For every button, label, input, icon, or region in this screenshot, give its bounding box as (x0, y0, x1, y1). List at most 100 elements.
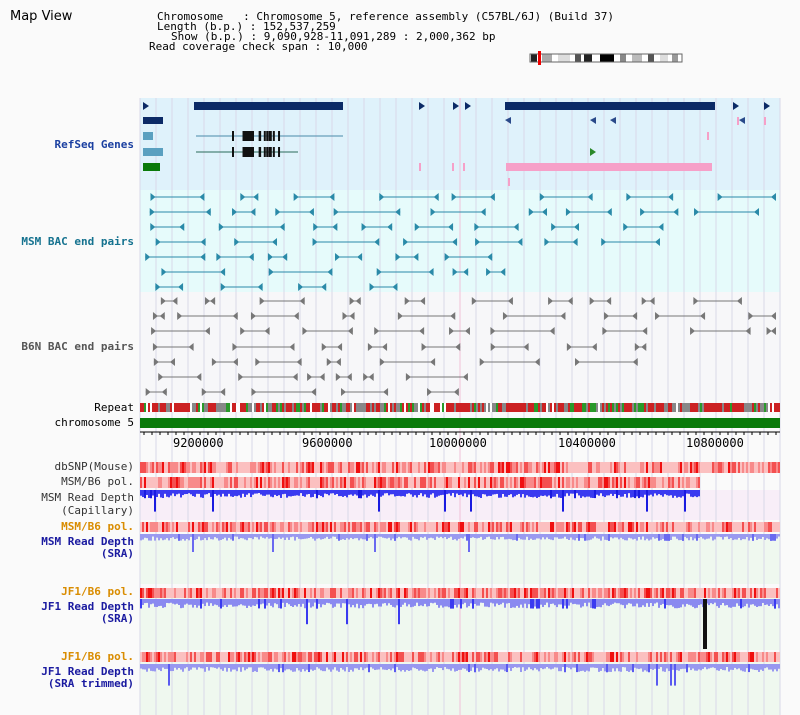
depth-bar (426, 599, 428, 607)
depth-bar (198, 490, 200, 494)
depth-bar (576, 534, 578, 538)
heat-cell (600, 652, 602, 662)
depth-bar (586, 490, 588, 497)
depth-bar (764, 664, 766, 669)
repeat-block (436, 403, 438, 412)
depth-bar (500, 664, 502, 670)
heat-cell (366, 477, 368, 488)
heat-cell (504, 522, 506, 532)
repeat-block (196, 403, 198, 412)
repeat-block (770, 403, 772, 412)
heat-cell (158, 652, 160, 662)
track-label-chromosome[interactable]: chromosome 5 (54, 416, 134, 429)
depth-bar (552, 490, 554, 497)
heat-cell (486, 462, 488, 473)
depth-bar (434, 534, 436, 540)
depth-bar (482, 599, 484, 603)
heat-cell (362, 522, 364, 532)
repeat-block (430, 403, 432, 412)
heat-cell (470, 477, 472, 488)
depth-bar (688, 490, 690, 494)
heat-cell (466, 588, 468, 598)
heat-cell (168, 462, 170, 473)
heat-cell (328, 462, 330, 473)
depth-bar (276, 599, 278, 605)
heat-cell (444, 522, 446, 532)
heat-cell (730, 652, 732, 662)
repeat-block (568, 403, 570, 412)
track-label-msm-depth-sra[interactable]: MSM Read Depth (41, 535, 134, 548)
track-label-msm-b6-pol[interactable]: MSM/B6 pol. (61, 475, 134, 488)
heat-cell (484, 522, 486, 532)
heat-cell (288, 588, 290, 598)
track-label-jf1-depth-trim[interactable]: JF1 Read Depth (41, 665, 134, 678)
depth-bar (248, 599, 250, 606)
heat-cell (320, 652, 322, 662)
depth-bar (568, 490, 570, 496)
heat-cell (618, 588, 620, 598)
heat-cell (762, 522, 764, 532)
heat-cell (230, 652, 232, 662)
repeat-block (408, 403, 410, 412)
track-label-jf1-b6-pol[interactable]: JF1/B6 pol. (61, 585, 134, 598)
track-label-repeat[interactable]: Repeat (94, 401, 134, 414)
heat-cell (540, 477, 542, 488)
depth-bar (412, 664, 414, 668)
heat-cell (534, 462, 536, 473)
track-label-refseq[interactable]: RefSeq Genes (54, 138, 134, 151)
repeat-block (184, 403, 186, 412)
heat-cell (452, 462, 454, 473)
depth-bar (434, 599, 436, 603)
heat-cell (182, 588, 184, 598)
depth-bar (552, 599, 554, 604)
heat-cell (516, 522, 518, 532)
depth-bar (236, 599, 238, 607)
heat-cell (478, 652, 480, 662)
depth-bar (194, 599, 196, 605)
heat-cell (442, 588, 444, 598)
depth-bar (444, 664, 446, 668)
heat-cell (736, 462, 738, 473)
track-label-jf1-depth-sra[interactable]: JF1 Read Depth (41, 600, 134, 613)
heat-cell (482, 652, 484, 662)
depth-bar (220, 664, 222, 670)
track-label-msm-b6-pol-2[interactable]: MSM/B6 pol. (61, 520, 134, 533)
track-label-dbsnp[interactable]: dbSNP(Mouse) (54, 460, 134, 473)
track-label-msm-depth-cap[interactable]: MSM Read Depth (41, 491, 134, 504)
track-label-msm-bac[interactable]: MSM BAC end pairs (21, 235, 134, 248)
heat-cell (722, 462, 724, 473)
heat-cell (438, 462, 440, 473)
gene-exon (259, 147, 262, 157)
depth-bar (676, 490, 678, 498)
repeat-block (772, 403, 774, 412)
depth-bar (172, 534, 174, 538)
heat-cell (740, 652, 742, 662)
heat-cell (258, 477, 260, 488)
depth-bar (244, 490, 246, 497)
heat-cell (778, 588, 780, 598)
track-label-b6n-bac[interactable]: B6N BAC end pairs (21, 340, 134, 353)
bac-end-marker (413, 253, 419, 261)
gene-arrow (590, 117, 596, 124)
repeat-block (300, 403, 302, 412)
heat-cell (624, 588, 626, 598)
heat-cell (454, 477, 456, 488)
heat-cell (602, 588, 604, 598)
heat-cell (654, 652, 656, 662)
heat-cell (476, 588, 478, 598)
heat-cell (638, 522, 640, 532)
heat-cell (690, 522, 692, 532)
track-label-jf1-b6-pol-2[interactable]: JF1/B6 pol. (61, 650, 134, 663)
depth-bar (432, 490, 434, 494)
heat-cell (234, 462, 236, 473)
heat-cell (232, 462, 234, 473)
heat-cell (202, 652, 204, 662)
depth-bar (298, 490, 300, 496)
heat-cell (448, 462, 450, 473)
heat-cell (526, 588, 528, 598)
heat-cell (564, 652, 566, 662)
heat-cell (368, 477, 370, 488)
heat-cell (628, 652, 630, 662)
heat-cell (418, 522, 420, 532)
